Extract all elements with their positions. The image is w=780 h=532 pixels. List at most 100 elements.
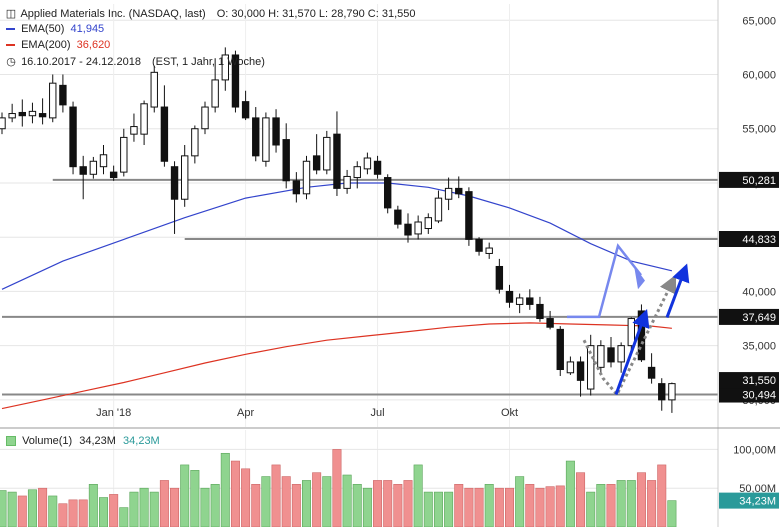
candle-up: [150, 71, 158, 108]
grid: [0, 4, 718, 527]
volume-bar-down: [545, 486, 555, 528]
legend-instrument: ◫ Applied Materials Inc. (NASDAQ, last) …: [4, 7, 416, 20]
y-tick-label: 60,000: [742, 70, 776, 82]
volume-bar-down: [38, 487, 48, 528]
hline-value-label-box: [719, 171, 779, 188]
volume-bar-down: [464, 487, 474, 528]
volume-bar-up: [0, 490, 7, 528]
volume-bar-down: [271, 464, 281, 528]
candle-up: [0, 117, 6, 130]
volume-bar-up: [220, 452, 230, 528]
candles: [0, 47, 676, 413]
candle-up: [363, 157, 372, 170]
volume-bar-down: [606, 484, 616, 528]
volume-bar-up: [200, 487, 210, 528]
volume-bar-down: [332, 449, 342, 528]
last-price-label: 31,550: [742, 375, 776, 387]
volume-bar-up: [139, 487, 149, 528]
volume-bar-down: [58, 503, 68, 528]
volume-bar-down: [474, 487, 484, 528]
volume-bar-up: [210, 484, 220, 528]
candle-up: [130, 126, 138, 135]
candle-up: [424, 217, 433, 230]
candle-up: [8, 113, 16, 119]
hline-value-label-box: [719, 308, 779, 325]
candle-down: [607, 347, 615, 363]
candle-up: [343, 175, 351, 189]
candle-down: [526, 297, 534, 305]
candle-down: [373, 160, 382, 175]
hline-value-label: 50,281: [742, 175, 776, 187]
volume-swatch-icon: [6, 436, 16, 447]
ohlc-readout: O: 30,000 H: 31,570 L: 28,790 C: 31,550: [216, 8, 416, 20]
candle-up: [597, 345, 605, 368]
candle-down: [282, 139, 290, 182]
volume-bar-up: [180, 464, 190, 528]
ema200-label: EMA(200): [21, 39, 71, 51]
volume-bar-up: [48, 495, 58, 528]
volume-tick-label: 100,00M: [733, 444, 776, 456]
ema50-label: EMA(50): [21, 23, 65, 35]
candle-up: [668, 383, 676, 401]
volume-bar-up: [484, 484, 494, 528]
candle-down: [505, 290, 514, 303]
volume-bar-down: [657, 464, 667, 528]
candle-down: [546, 318, 554, 328]
volume-bar-down: [576, 472, 586, 528]
volume-bar-up: [616, 480, 626, 528]
y-tick-label: 35,000: [742, 341, 776, 353]
clock-icon: ◷: [6, 56, 16, 68]
ema-lines: [1, 182, 673, 410]
volume-value-1: 34,23M: [79, 435, 116, 447]
annotation-arrows: [567, 243, 690, 398]
volume-bar-down: [109, 494, 119, 528]
candle-down: [384, 177, 392, 209]
legend-ema200: EMA(200) 36,620: [4, 39, 110, 51]
volume-bar-up: [322, 476, 332, 528]
volume-bar-up: [565, 460, 575, 528]
candle-down: [59, 84, 67, 106]
volume-bar-up: [190, 470, 200, 528]
candle-down: [170, 166, 179, 200]
candle-down: [312, 155, 321, 171]
volume-last-label: 34,23M: [739, 496, 776, 508]
legend-range: ◷ 16.10.2017 - 24.12.2018 (EST, 1 Jahr, …: [4, 55, 265, 68]
volume-bar-up: [7, 491, 17, 528]
volume-bar-up: [586, 491, 596, 528]
candle-down: [38, 113, 47, 118]
volume-bar-down: [525, 484, 535, 528]
last-price-label-box: [719, 372, 779, 389]
volume-bar-down: [241, 468, 251, 528]
volume-bar-up: [119, 507, 129, 528]
candle-up: [444, 187, 453, 200]
scenario-arrowhead-light: [634, 265, 645, 290]
candle-up: [323, 136, 331, 171]
x-tick-label: Okt: [501, 407, 518, 419]
volume-bar-up: [99, 497, 109, 528]
candle-up: [485, 247, 493, 254]
y-tick-label: 65,000: [742, 15, 776, 27]
volume-bar-down: [403, 480, 413, 528]
volume-value-2: 34,23M: [123, 435, 160, 447]
volume-bar-down: [504, 487, 514, 528]
hline-value-label: 37,649: [742, 312, 776, 324]
candle-up: [191, 128, 199, 157]
volume-last-box: [719, 492, 779, 509]
volume-bar-up: [667, 500, 677, 528]
volume-bar-down: [170, 487, 180, 528]
candle-down: [465, 191, 473, 240]
volume-bar-down: [312, 472, 322, 528]
volume-tick-label: 50,00M: [739, 483, 776, 495]
volume-bar-down: [159, 480, 169, 528]
candle-down: [658, 383, 666, 401]
volume-bar-up: [362, 487, 372, 528]
volume-bar-up: [129, 491, 139, 528]
volume-bar-down: [230, 460, 240, 528]
x-tick-label: Jan '18: [96, 407, 131, 419]
candle-down: [272, 117, 280, 146]
volume-bar-down: [78, 499, 88, 528]
volume-bar-up: [301, 480, 311, 528]
volume-bar-down: [251, 484, 261, 528]
scenario-line-light: [567, 243, 642, 319]
hline-value-label-box: [719, 386, 779, 403]
